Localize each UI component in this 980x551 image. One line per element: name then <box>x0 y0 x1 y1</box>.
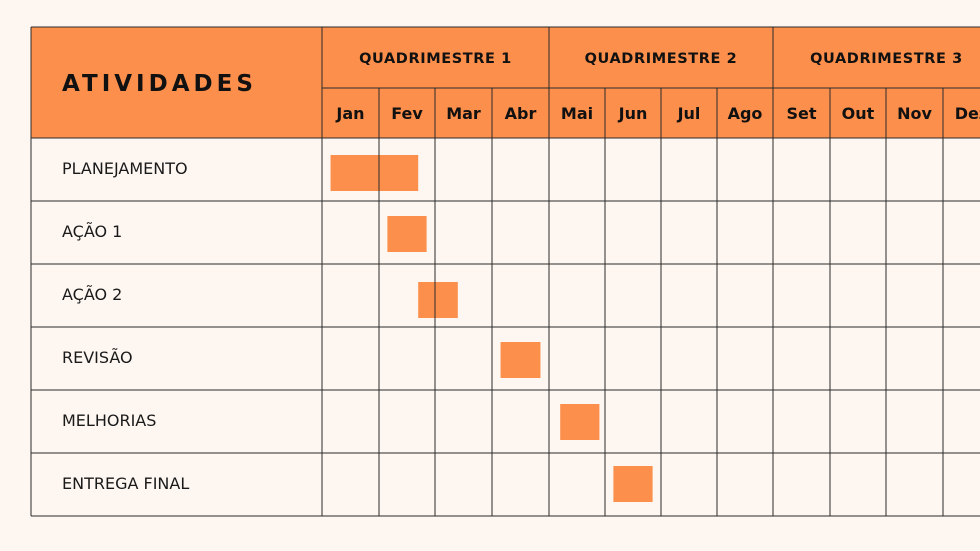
month-label-dez: Dez <box>955 104 980 123</box>
activities-header-label: ATIVIDADES <box>62 71 257 97</box>
task-bar-1 <box>330 155 419 191</box>
month-label-mai: Mai <box>561 104 593 123</box>
month-label-set: Set <box>786 104 816 123</box>
month-label-mar: Mar <box>446 104 481 123</box>
month-label-jun: Jun <box>618 104 648 123</box>
header-background <box>31 27 980 138</box>
quarter-label-3: QUADRIMESTRE 3 <box>810 51 963 67</box>
month-label-out: Out <box>842 104 875 123</box>
task-label-5: MELHORIAS <box>62 411 156 430</box>
task-label-1: PLANEJAMENTO <box>62 159 188 178</box>
month-label-jan: Jan <box>335 104 364 123</box>
task-label-4: REVISÃO <box>62 348 133 367</box>
task-bar-3 <box>418 282 458 318</box>
task-bar-5 <box>560 404 600 440</box>
month-label-jul: Jul <box>677 104 701 123</box>
task-bar-4 <box>500 342 541 378</box>
month-label-abr: Abr <box>505 104 537 123</box>
month-label-fev: Fev <box>391 104 423 123</box>
quarter-label-2: QUADRIMESTRE 2 <box>585 51 738 67</box>
task-bar-2 <box>387 216 427 252</box>
quarter-label-1: QUADRIMESTRE 1 <box>359 51 512 67</box>
task-label-6: ENTREGA FINAL <box>62 474 189 493</box>
task-bar-6 <box>613 466 653 502</box>
task-label-2: AÇÃO 1 <box>62 222 122 241</box>
month-label-nov: Nov <box>897 104 932 123</box>
task-label-3: AÇÃO 2 <box>62 285 122 304</box>
month-label-ago: Ago <box>728 104 763 123</box>
